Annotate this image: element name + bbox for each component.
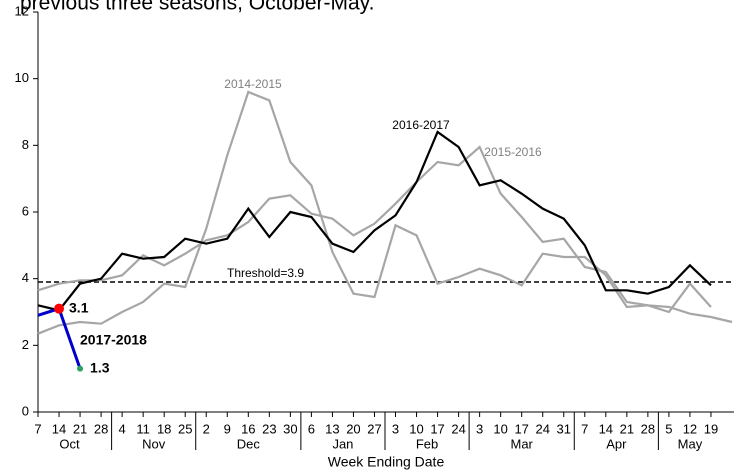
- x-tick-label: 4: [119, 421, 126, 436]
- y-tick-label: 8: [22, 137, 29, 152]
- x-tick-label: 30: [283, 421, 297, 436]
- x-tick-label: 3: [392, 421, 399, 436]
- x-tick-label: 7: [581, 421, 588, 436]
- y-tick-label: 10: [15, 70, 29, 85]
- y-tick-label: 6: [22, 203, 29, 218]
- y-tick-label: 2: [22, 337, 29, 352]
- x-tick-label: 11: [136, 421, 150, 436]
- x-tick-label: 14: [599, 421, 613, 436]
- month-label: Feb: [416, 436, 438, 451]
- y-tick-label: 12: [15, 3, 29, 18]
- y-tick-label: 4: [22, 270, 29, 285]
- x-tick-label: 10: [409, 421, 423, 436]
- month-label: Oct: [59, 436, 80, 451]
- x-tick-label: 18: [157, 421, 171, 436]
- x-tick-label: 10: [493, 421, 507, 436]
- series-line: [37, 130, 712, 312]
- x-tick-label: 28: [94, 421, 108, 436]
- x-tick-label: 14: [52, 421, 66, 436]
- x-tick-label: 9: [224, 421, 231, 436]
- x-tick-label: 19: [704, 421, 718, 436]
- x-tick-label: 21: [73, 421, 87, 436]
- x-tick-label: 2: [203, 421, 210, 436]
- series-line: [37, 145, 733, 324]
- x-axis-title: Week Ending Date: [328, 454, 445, 470]
- x-tick-label: 7: [34, 421, 41, 436]
- value-label: 3.1: [69, 299, 89, 315]
- x-tick-label: 28: [641, 421, 655, 436]
- point-marker: [77, 365, 84, 372]
- x-tick-label: 13: [325, 421, 339, 436]
- x-tick-label: 3: [476, 421, 483, 436]
- month-label: May: [678, 436, 703, 451]
- series-label: 2015-2016: [484, 145, 542, 159]
- chart-title: previous three seasons, October-May.: [20, 0, 374, 15]
- series-line: [37, 306, 82, 370]
- series-line: [37, 90, 712, 335]
- x-tick-label: 31: [557, 421, 571, 436]
- x-tick-label: 5: [665, 421, 672, 436]
- x-tick-label: 21: [620, 421, 634, 436]
- threshold-label: Threshold=3.9: [227, 266, 304, 280]
- x-tick-label: 17: [514, 421, 528, 436]
- x-tick-label: 16: [241, 421, 255, 436]
- point-marker: [54, 303, 65, 314]
- x-tick-label: 27: [367, 421, 381, 436]
- month-label: Dec: [237, 436, 261, 451]
- month-label: Nov: [142, 436, 166, 451]
- series-label: 2014-2015: [224, 77, 282, 91]
- x-tick-label: 23: [262, 421, 276, 436]
- series-label: 2016-2017: [392, 118, 450, 132]
- x-tick-label: 24: [451, 421, 465, 436]
- x-tick-label: 24: [535, 421, 549, 436]
- x-tick-label: 17: [430, 421, 444, 436]
- y-tick-label: 0: [22, 403, 29, 418]
- x-tick-label: 20: [346, 421, 360, 436]
- x-tick-label: 25: [178, 421, 192, 436]
- month-label: Apr: [606, 436, 627, 451]
- month-label: Mar: [510, 436, 533, 451]
- x-tick-label: 6: [308, 421, 315, 436]
- series-label: 2017-2018: [80, 332, 147, 348]
- value-label: 1.3: [90, 359, 110, 375]
- x-tick-label: 12: [683, 421, 697, 436]
- month-label: Jan: [332, 436, 353, 451]
